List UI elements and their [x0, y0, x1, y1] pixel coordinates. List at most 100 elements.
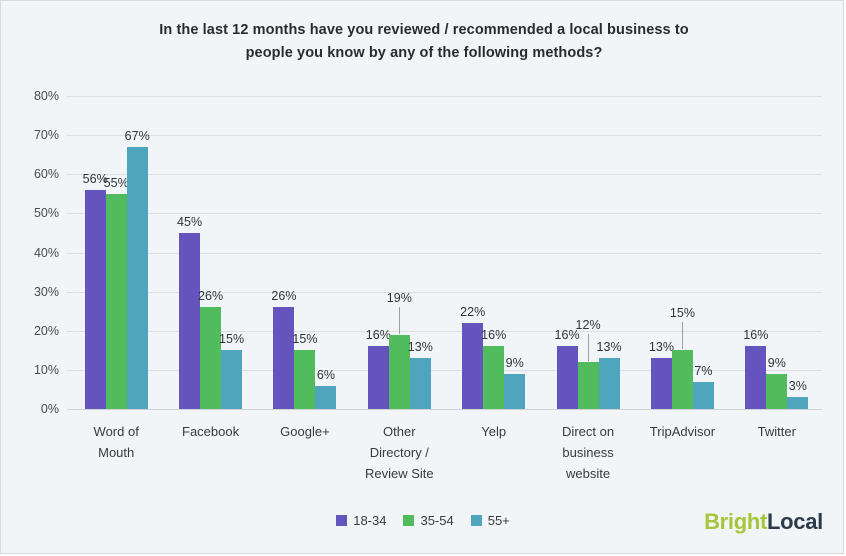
- x-axis-tick: Yelp: [439, 421, 549, 442]
- bar-value-label: 3%: [788, 379, 807, 394]
- label-leader-line: [682, 322, 684, 350]
- bar-value-label: 19%: [386, 290, 412, 305]
- bar-group: 13% 15% 7%: [648, 96, 714, 409]
- bar-group: 16% 19% 13%: [365, 96, 433, 409]
- chart-legend: 18-34 35-54 55+: [1, 513, 843, 528]
- brightlocal-logo: BrightLocal: [704, 509, 823, 535]
- bar: [273, 307, 295, 409]
- x-axis-tick-line: Yelp: [481, 424, 507, 439]
- bar: [367, 346, 389, 409]
- y-axis-tick: 70%: [33, 128, 59, 143]
- bar-value-label: 16%: [365, 328, 391, 343]
- logo-local-text: Local: [767, 509, 823, 534]
- x-axis-tick: Twitter: [722, 421, 832, 442]
- y-axis-tick: 50%: [33, 206, 59, 221]
- bar-value-label: 15%: [219, 332, 245, 347]
- plot-area: 56% 55% 67% 45% 26% 15% 26% 15% 6% 16% 19% 13% 22% 16…: [67, 96, 822, 410]
- bar: [598, 358, 620, 409]
- gridline: [67, 252, 822, 254]
- bar: [126, 146, 148, 409]
- x-axis-tick: Facebook: [156, 421, 266, 442]
- gridline: [67, 213, 822, 215]
- label-leader-line: [399, 306, 401, 334]
- bar-value-label: 13%: [596, 340, 622, 355]
- bar-value-label: 16%: [743, 328, 769, 343]
- x-axis-tick-line: Directory /: [369, 445, 429, 460]
- chart-title-line: In the last 12 months have you reviewed …: [159, 22, 689, 38]
- gridline: [67, 369, 822, 371]
- bar: [388, 334, 410, 409]
- bar: [179, 232, 201, 409]
- bar: [504, 373, 526, 409]
- bar-value-label: 9%: [505, 355, 524, 370]
- bar: [692, 381, 714, 409]
- x-axis-tick-line: Direct on: [562, 424, 615, 439]
- y-axis-tick: 30%: [33, 284, 59, 299]
- bar: [105, 193, 127, 409]
- gridline: [67, 330, 822, 332]
- label-leader-line: [588, 334, 590, 362]
- bar-value-label: 26%: [271, 289, 297, 304]
- chart-title: In the last 12 months have you reviewed …: [71, 19, 777, 65]
- bar: [556, 346, 578, 409]
- bar-value-label: 9%: [767, 355, 786, 370]
- legend-item[interactable]: 35-54: [403, 513, 454, 528]
- bar: [787, 397, 809, 409]
- legend-item[interactable]: 55+: [470, 513, 510, 528]
- bar-group: 45% 26% 15%: [177, 96, 245, 409]
- legend-label: 18-34: [353, 513, 387, 528]
- bar-value-label: 13%: [648, 340, 674, 355]
- x-axis-tick: Other Directory / Review Site: [344, 421, 454, 484]
- x-axis-tick-line: TripAdvisor: [649, 424, 716, 439]
- y-axis-tick: 20%: [33, 323, 59, 338]
- x-axis-tick-line: website: [566, 466, 611, 481]
- x-axis-tick-line: Twitter: [757, 424, 796, 439]
- bar: [462, 322, 484, 409]
- gridline: [67, 135, 822, 137]
- x-axis-tick-line: Other: [383, 424, 416, 439]
- bar: [745, 346, 767, 409]
- x-axis-tick-line: Mouth: [98, 445, 135, 460]
- bar: [577, 362, 599, 409]
- x-axis-tick: TripAdvisor: [627, 421, 737, 442]
- legend-swatch-icon: [470, 515, 482, 526]
- gridline: [67, 174, 822, 176]
- bar-value-label: 45%: [177, 214, 203, 229]
- legend-swatch-icon: [336, 515, 348, 526]
- bar-value-label: 13%: [407, 340, 433, 355]
- bar: [294, 350, 316, 409]
- y-axis: 0% 10% 20% 30% 40% 50% 60% 70% 80%: [1, 89, 59, 416]
- logo-bright-text: Bright: [704, 509, 768, 534]
- bar: [409, 358, 431, 409]
- bar: [671, 350, 693, 409]
- legend-label: 35-54: [420, 513, 454, 528]
- bar: [200, 307, 222, 409]
- bar: [84, 189, 106, 409]
- x-axis-tick-line: Google+: [280, 424, 330, 439]
- x-axis-tick: Google+: [250, 421, 360, 442]
- bar-value-label: 26%: [198, 289, 224, 304]
- x-axis-tick-line: Facebook: [182, 424, 240, 439]
- y-axis-tick: 40%: [33, 245, 59, 260]
- bar: [315, 385, 337, 409]
- bar-group: 16% 9% 3%: [743, 96, 809, 409]
- bar-group: 56% 55% 67%: [83, 96, 150, 409]
- bar-value-label: 16%: [554, 328, 580, 343]
- bar-value-label: 15%: [292, 332, 318, 347]
- bar-value-label: 22%: [460, 304, 486, 319]
- x-axis-tick-line: Review Site: [364, 466, 434, 481]
- bar: [650, 358, 672, 409]
- x-axis-tick-line: business: [562, 445, 614, 460]
- bar-group: 26% 15% 6%: [271, 96, 337, 409]
- bar-group: 16% 12% 13%: [554, 96, 622, 409]
- bar-value-label: 55%: [103, 175, 129, 190]
- bar-value-label: 15%: [669, 306, 695, 321]
- legend-item[interactable]: 18-34: [336, 513, 386, 528]
- bar-value-label: 6%: [316, 367, 335, 382]
- legend-swatch-icon: [403, 515, 415, 526]
- x-axis: Word of Mouth Facebook Google+ Other Director…: [67, 421, 822, 501]
- x-axis-tick-line: Word of: [93, 424, 139, 439]
- bar: [766, 373, 788, 409]
- y-axis-tick: 80%: [33, 89, 59, 103]
